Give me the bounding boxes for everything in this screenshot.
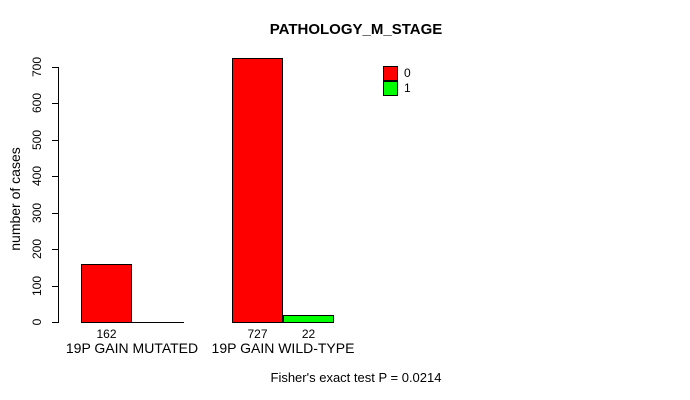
y-tick-mark xyxy=(52,249,59,250)
y-tick-label: 0 xyxy=(30,318,44,326)
category-label: 19P GAIN MUTATED xyxy=(65,340,199,356)
category-label: 19P GAIN WILD-TYPE xyxy=(211,340,355,356)
y-tick-mark xyxy=(52,322,59,323)
legend-label: 1 xyxy=(404,81,411,95)
legend-swatch xyxy=(383,81,398,96)
legend-item: 0 xyxy=(383,66,411,81)
y-tick-mark xyxy=(52,286,59,287)
bar-0 xyxy=(81,264,132,323)
y-tick-label: 600 xyxy=(30,92,44,114)
y-tick-label: 400 xyxy=(30,165,44,187)
y-tick-label: 500 xyxy=(30,129,44,151)
legend-label: 0 xyxy=(404,66,411,80)
footnote-text: Fisher's exact test P = 0.0214 xyxy=(270,370,442,385)
y-tick-label: 700 xyxy=(30,56,44,78)
y-tick-mark xyxy=(52,140,59,141)
y-tick-mark xyxy=(52,67,59,68)
y-tick-mark xyxy=(52,103,59,104)
y-tick-mark xyxy=(52,176,59,177)
y-axis-line xyxy=(58,68,59,323)
bar-value-label: 727 xyxy=(247,327,268,341)
bar-value-label: 162 xyxy=(96,327,117,341)
legend-swatch xyxy=(383,66,398,81)
y-tick-label: 300 xyxy=(30,202,44,224)
bar-1-zero xyxy=(132,322,184,323)
legend-item: 1 xyxy=(383,81,411,96)
chart-title: PATHOLOGY_M_STAGE xyxy=(269,21,443,38)
y-tick-mark xyxy=(52,213,59,214)
bar-1 xyxy=(283,315,334,323)
bar-0 xyxy=(232,58,283,323)
y-tick-label: 200 xyxy=(30,238,44,260)
y-axis-label: number of cases xyxy=(7,147,23,251)
bar-value-label: 22 xyxy=(301,327,316,341)
y-tick-label: 100 xyxy=(30,275,44,297)
